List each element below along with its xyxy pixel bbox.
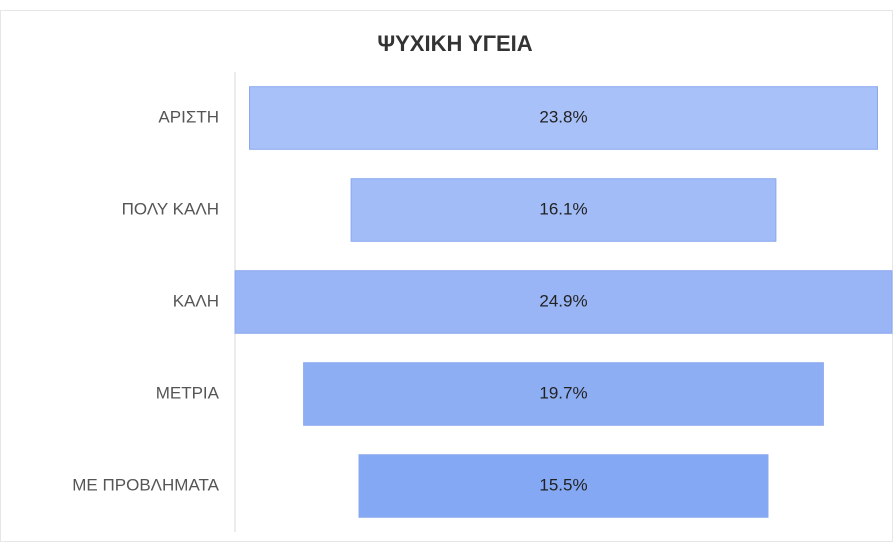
funnel-bar [249, 86, 878, 150]
value-label: 15.5% [539, 475, 587, 494]
funnel-bar [303, 362, 824, 426]
category-label: ΜΕΤΡΙΑ [156, 383, 220, 402]
category-label: ΚΑΛΗ [173, 291, 219, 310]
category-label: ΑΡΙΣΤΗ [158, 107, 219, 126]
value-label: 23.8% [539, 107, 587, 126]
funnel-bar [234, 270, 893, 334]
category-label: ΠΟΛΥ ΚΑΛΗ [122, 199, 219, 218]
chart-title: ΨΥΧΙΚΗ ΥΓΕΙΑ [377, 31, 532, 56]
funnel-bar [358, 454, 769, 518]
value-label: 24.9% [539, 291, 587, 310]
category-label: ΜΕ ΠΡΟΒΛΗΜΑΤΑ [72, 475, 219, 494]
value-label: 19.7% [539, 383, 587, 402]
funnel-bar [350, 178, 777, 242]
value-label: 16.1% [539, 199, 587, 218]
